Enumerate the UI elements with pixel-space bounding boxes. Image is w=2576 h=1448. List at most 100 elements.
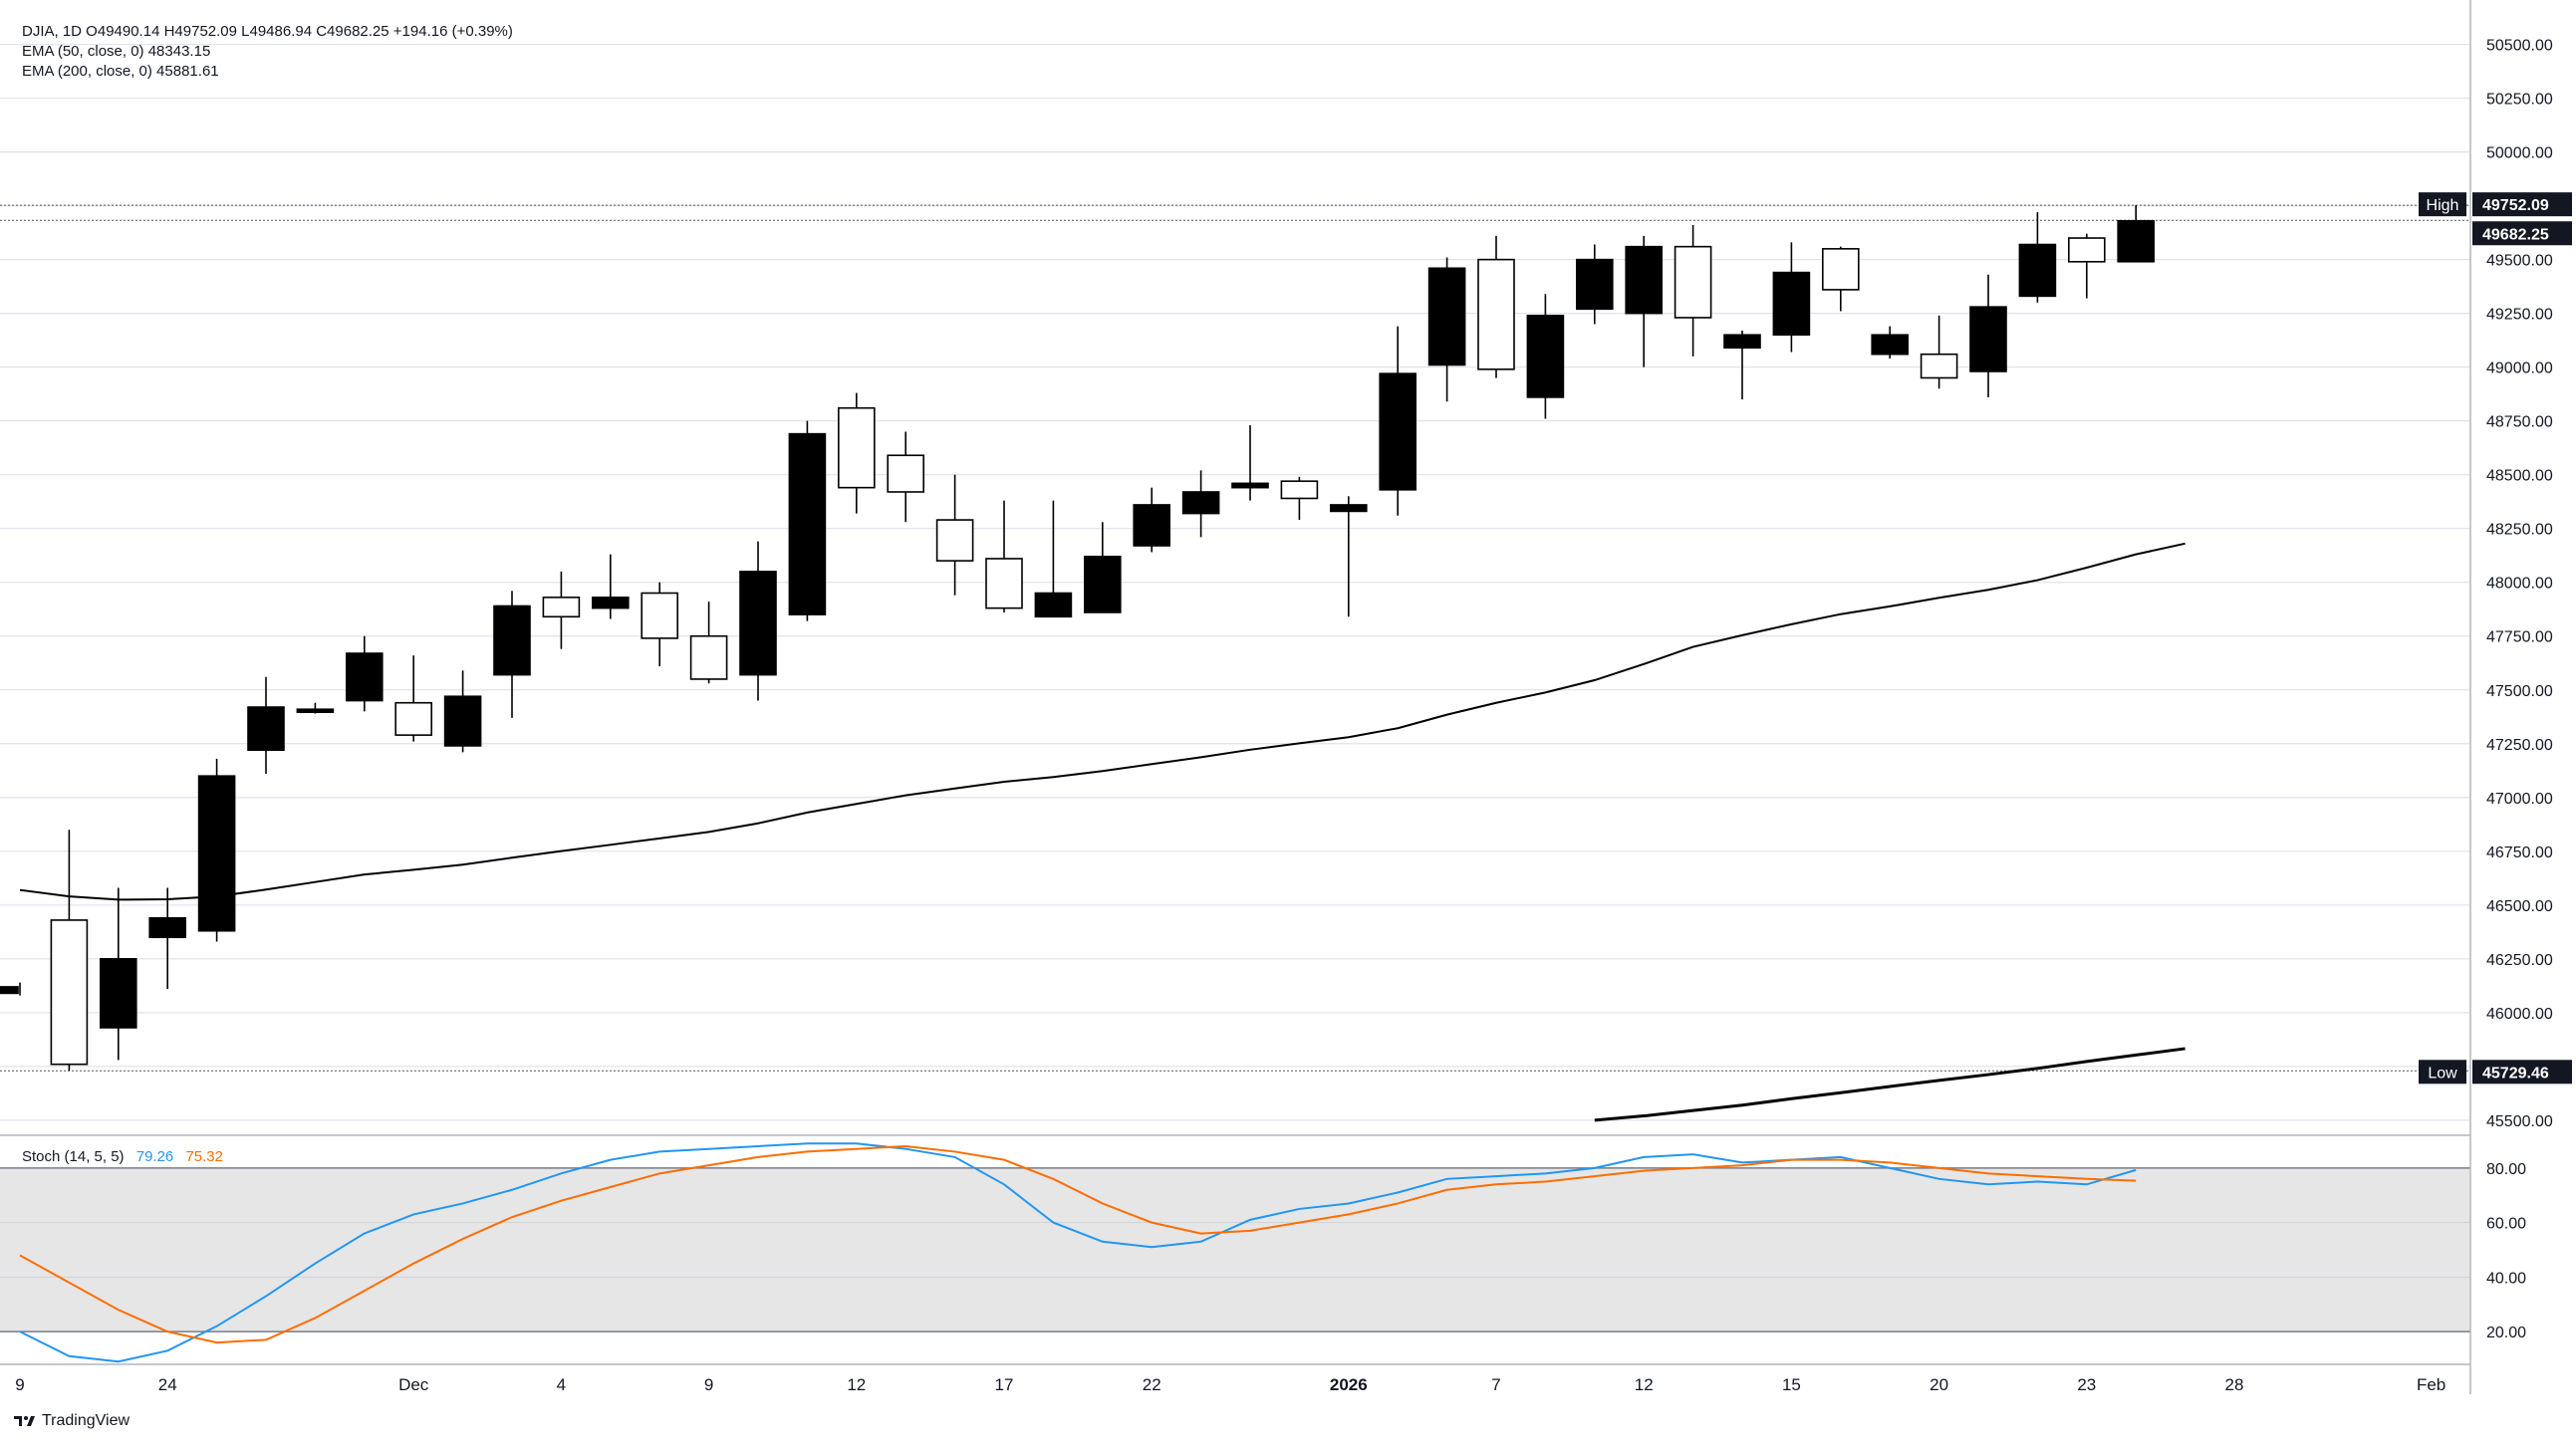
grid-lines (0, 43, 2470, 1121)
candle[interactable] (1280, 476, 1319, 521)
candle[interactable] (1084, 522, 1122, 613)
candle-body (1034, 592, 1073, 618)
symbol-ohlc-line[interactable]: DJIA, 1D O49490.14 H49752.09 L49486.94 C… (22, 23, 513, 40)
candle[interactable] (1133, 487, 1170, 553)
candle[interactable] (1231, 424, 1269, 501)
price-tick-label: 49500.00 (2486, 253, 2553, 270)
stoch-band (0, 1167, 2470, 1332)
candle-body (1379, 372, 1417, 491)
candles[interactable] (0, 205, 2155, 1072)
candle-body (1231, 482, 1269, 489)
price-tick-label: 50000.00 (2486, 145, 2553, 162)
time-tick-label: 20 (1930, 1375, 1948, 1394)
candle-body (591, 597, 630, 609)
candle-body (1133, 504, 1170, 547)
candle[interactable] (1427, 257, 1466, 402)
candle[interactable] (1625, 235, 1663, 367)
price-tick-label: 50500.00 (2486, 38, 2553, 55)
candle[interactable] (1477, 235, 1515, 378)
candle[interactable] (689, 602, 728, 684)
candle[interactable] (1576, 244, 1614, 325)
candle[interactable] (2068, 233, 2106, 299)
price-tick-label: 46000.00 (2486, 1006, 2553, 1023)
candle[interactable] (1181, 470, 1220, 538)
candle[interactable] (887, 431, 925, 523)
tradingview-branding[interactable]: TradingView (14, 1412, 129, 1430)
candle[interactable] (1871, 326, 1909, 360)
candle-body (542, 597, 581, 618)
stoch-legend[interactable]: Stoch (14, 5, 5) 79.26 75.32 (22, 1148, 223, 1165)
candle[interactable] (739, 541, 777, 701)
high-price-tag: High 49752.09 (2419, 192, 2572, 217)
time-tick-label: 28 (2225, 1375, 2244, 1394)
price-tick-label: 45500.00 (2486, 1113, 2553, 1130)
candle[interactable] (443, 670, 482, 753)
candle[interactable] (2018, 212, 2057, 303)
high-price-tag-value: 49752.09 (2482, 197, 2549, 214)
price-tick-label: 46750.00 (2486, 845, 2553, 861)
stoch-label: Stoch (14, 5, 5) (22, 1148, 125, 1165)
candle-body (641, 592, 679, 639)
candle[interactable] (1379, 326, 1417, 516)
price-tick-label: 47000.00 (2486, 791, 2553, 808)
candle[interactable] (100, 887, 137, 1061)
candle[interactable] (837, 392, 876, 514)
candle[interactable] (1330, 496, 1368, 617)
candle[interactable] (247, 676, 285, 775)
candle-body (739, 571, 777, 676)
price-tick-label: 48250.00 (2486, 522, 2553, 539)
price-tick-label: 49000.00 (2486, 361, 2553, 377)
close-price-tag-value-bg (2472, 221, 2572, 246)
candle[interactable] (394, 655, 433, 742)
price-tick-label: 46250.00 (2486, 952, 2553, 969)
candle[interactable] (591, 554, 630, 619)
tradingview-logo-icon (14, 1416, 35, 1426)
candle[interactable] (1526, 294, 1565, 419)
candle[interactable] (542, 571, 581, 649)
ema50-legend[interactable]: EMA (50, close, 0) 48343.15 (22, 43, 211, 60)
candle[interactable] (985, 500, 1023, 612)
candle[interactable] (50, 830, 89, 1072)
axes: 50500.0050250.0050000.0049750.0049500.00… (0, 0, 2553, 1394)
candle-body (1625, 245, 1663, 315)
high-price-tag-value-bg (2472, 192, 2572, 217)
candle[interactable] (1920, 315, 1958, 389)
ema200-legend[interactable]: EMA (200, close, 0) 45881.61 (22, 63, 219, 80)
candle[interactable] (641, 582, 679, 666)
candle[interactable] (148, 887, 186, 990)
candle[interactable] (1969, 274, 2007, 397)
price-tick-label: 50250.00 (2486, 92, 2553, 109)
time-tick-label: 12 (1635, 1375, 1654, 1394)
candle[interactable] (2117, 205, 2155, 263)
candle-body (247, 706, 285, 752)
candle-body (1526, 315, 1565, 398)
time-tick-label: 17 (995, 1375, 1014, 1394)
candle[interactable] (788, 420, 827, 621)
candle[interactable] (1723, 330, 1761, 400)
low-price-tag-value: 45729.46 (2482, 1065, 2549, 1082)
candle-body (1181, 491, 1220, 515)
candle[interactable] (1822, 246, 1860, 312)
candle[interactable] (1034, 500, 1073, 618)
low-price-tag-value-bg (2472, 1060, 2572, 1085)
time-tick-label: 12 (847, 1375, 866, 1394)
candle[interactable] (0, 982, 21, 996)
candle[interactable] (493, 591, 531, 718)
candle-body (837, 406, 876, 489)
low-price-tag: Low 45729.46 (2419, 1060, 2572, 1085)
candle[interactable] (345, 635, 384, 712)
candle-body (148, 916, 186, 939)
candle[interactable] (935, 474, 974, 596)
candle[interactable] (296, 702, 335, 714)
candle-body (50, 919, 89, 1066)
candle-body (345, 652, 384, 702)
candle-body (493, 604, 531, 676)
price-tick-label: 46500.00 (2486, 898, 2553, 915)
candle[interactable] (1674, 225, 1712, 357)
time-tick-label: 9 (704, 1375, 713, 1394)
candle[interactable] (1772, 242, 1811, 353)
candle[interactable] (197, 758, 236, 942)
candle-body (689, 634, 728, 680)
